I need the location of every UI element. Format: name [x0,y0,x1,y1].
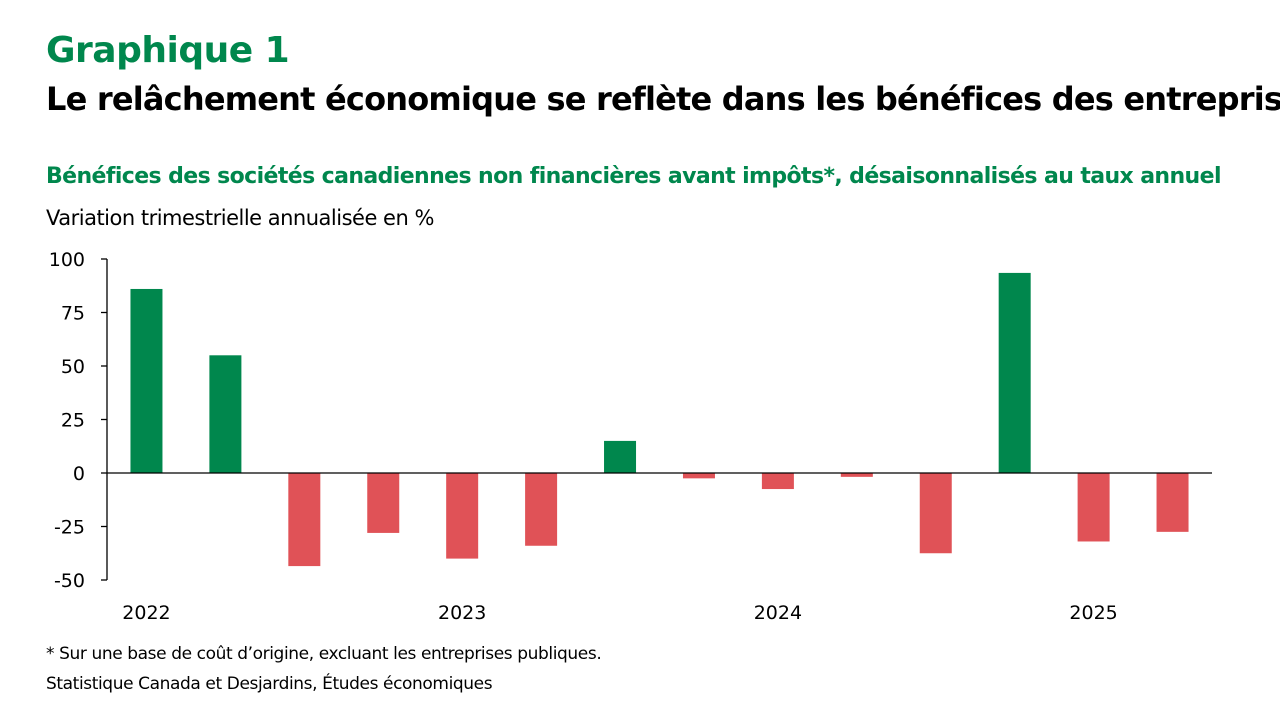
chart-number: Graphique 1 [46,30,290,71]
bar-2023T2 [525,473,558,546]
y-tick-label: 25 [61,410,85,432]
y-tick-label: 100 [49,249,85,271]
x-axis: 2022 2023 2024 2025 [107,472,1212,624]
y-tick-label: 75 [61,303,85,325]
bar-2024T1 [761,473,794,490]
x-tick-label: 2024 [754,602,802,624]
x-tick-label: 2023 [438,602,486,624]
bar-2023T1 [446,473,479,559]
source-note: Statistique Canada et Desjardins, Études… [46,674,493,694]
y-tick-label: 0 [73,463,85,485]
bar-2023T4 [682,473,715,479]
chart-title: Le relâchement économique se reflète dan… [46,80,1280,118]
x-tick-label: 2022 [122,602,170,624]
bar-2025T1 [1077,473,1110,542]
bar-2022T3 [288,473,321,567]
footnote: * Sur une base de coût d’origine, exclua… [46,644,602,664]
bar-2022T1 [130,288,163,473]
chart-subtitle: Bénéfices des sociétés canadiennes non f… [46,164,1221,189]
y-axis-unit-label: Variation trimestrielle annualisée en % [46,206,434,230]
bar-2022T4 [367,473,400,533]
bar-2024T3 [919,473,952,554]
bar-2024T4 [998,272,1031,473]
y-tick-label: -25 [54,517,85,539]
y-tick-label: -50 [54,570,85,592]
x-tick-label: 2025 [1069,602,1117,624]
bar-2023T3 [604,440,637,473]
bars [130,272,1189,567]
y-tick-label: 50 [61,356,85,378]
y-axis: 100 75 50 25 0 -25 -50 [49,249,108,592]
bar-2025T2 [1156,473,1189,532]
bar-2024T2 [840,473,873,477]
bar-2022T2 [209,355,242,473]
